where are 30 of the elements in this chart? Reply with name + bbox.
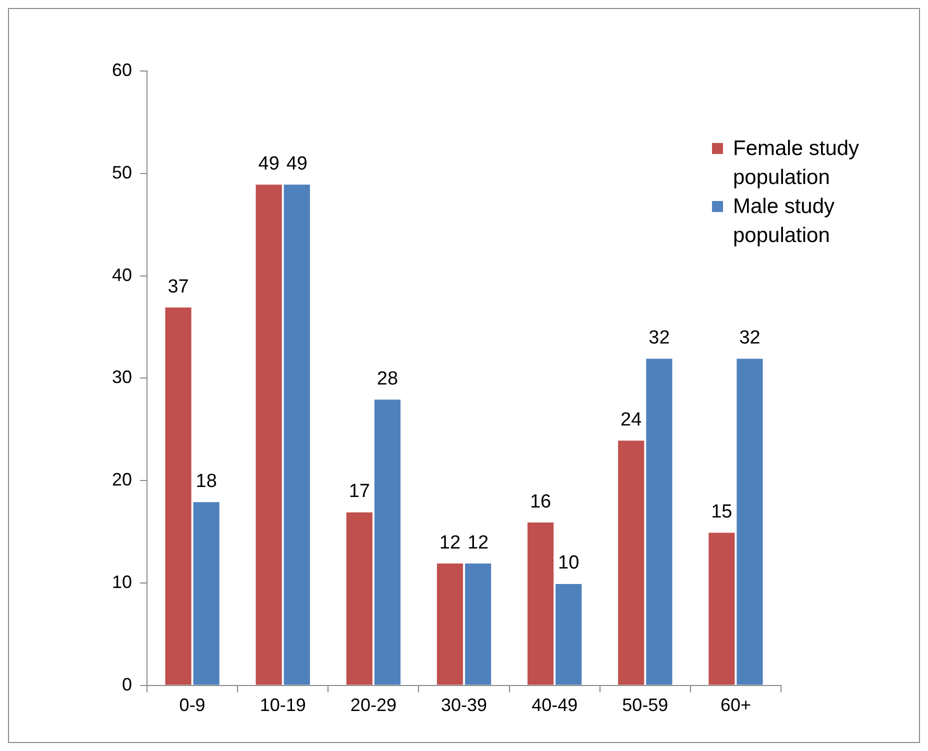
y-tick-label: 50 xyxy=(112,162,132,182)
y-tick-label: 20 xyxy=(112,470,132,490)
data-label: 32 xyxy=(739,327,760,348)
data-label: 17 xyxy=(348,481,370,502)
x-tick-label: 10-19 xyxy=(260,695,306,716)
data-label: 18 xyxy=(196,470,217,492)
legend-label: Male study population xyxy=(733,194,836,249)
data-label: 49 xyxy=(258,153,280,174)
legend-label: Female study population xyxy=(733,136,860,191)
data-label: 49 xyxy=(286,153,308,174)
y-tick-label: 0 xyxy=(122,674,132,694)
y-tick-label: 10 xyxy=(112,572,132,592)
x-tick-label: 50-59 xyxy=(622,695,668,716)
data-label: 15 xyxy=(711,502,732,523)
y-tick-label: 40 xyxy=(112,264,132,285)
x-tick-label: 40-49 xyxy=(532,695,578,716)
data-label: 12 xyxy=(439,532,461,554)
x-tick-label: 20-29 xyxy=(350,695,396,716)
data-label: 10 xyxy=(558,552,580,574)
x-tick-label: 60+ xyxy=(720,695,751,716)
y-tick-label: 30 xyxy=(112,367,132,388)
data-label: 24 xyxy=(620,409,642,430)
x-tick-label: 30-39 xyxy=(440,695,488,716)
y-tick-label: 60 xyxy=(112,60,132,80)
data-label: 28 xyxy=(376,368,398,390)
data-label: 32 xyxy=(648,327,670,348)
data-label: 12 xyxy=(467,532,489,554)
data-label: 37 xyxy=(168,276,189,298)
data-label: 16 xyxy=(530,491,552,512)
x-tick-label: 0-9 xyxy=(179,695,206,716)
